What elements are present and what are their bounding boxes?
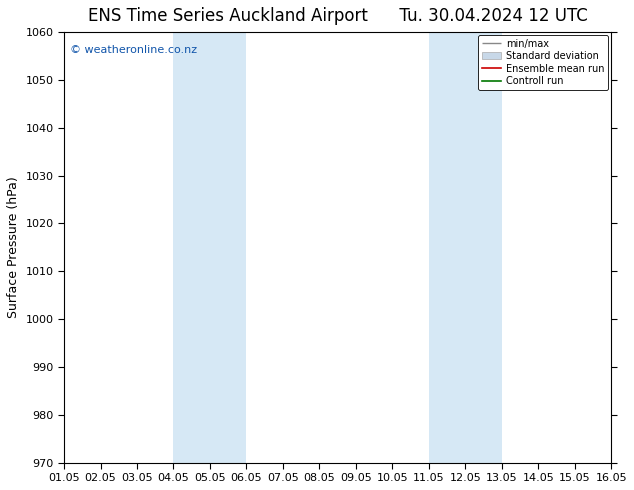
Legend: min/max, Standard deviation, Ensemble mean run, Controll run: min/max, Standard deviation, Ensemble me… (478, 35, 609, 90)
Bar (429, 32, 501, 463)
Title: ENS Time Series Auckland Airport      Tu. 30.04.2024 12 UTC: ENS Time Series Auckland Airport Tu. 30.… (87, 7, 588, 25)
Y-axis label: Surface Pressure (hPa): Surface Pressure (hPa) (7, 176, 20, 318)
Bar (174, 32, 247, 463)
Text: © weatheronline.co.nz: © weatheronline.co.nz (70, 45, 197, 55)
